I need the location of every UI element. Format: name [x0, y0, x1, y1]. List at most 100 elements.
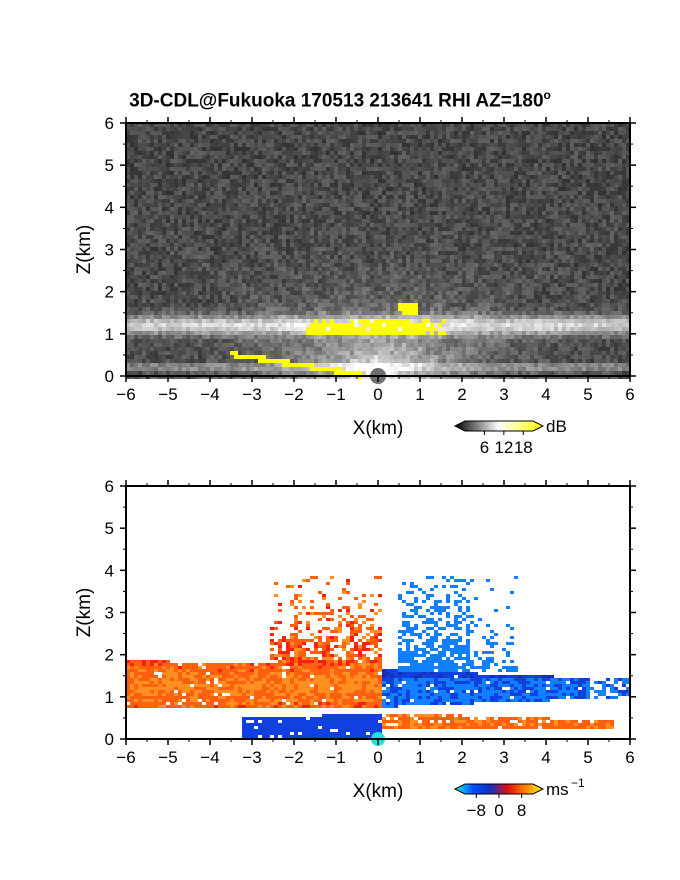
- backscatter-cell: [586, 143, 590, 147]
- backscatter-cell: [550, 179, 554, 183]
- backscatter-cell: [402, 127, 406, 131]
- backscatter-cell: [238, 151, 242, 155]
- backscatter-cell: [498, 195, 502, 199]
- backscatter-cell: [430, 127, 434, 131]
- backscatter-cell: [562, 255, 566, 259]
- backscatter-cell: [406, 211, 410, 215]
- backscatter-cell: [374, 227, 378, 231]
- backscatter-cell: [186, 279, 190, 283]
- backscatter-cell: [418, 131, 422, 135]
- backscatter-cell: [578, 235, 582, 239]
- backscatter-cell: [374, 183, 378, 187]
- backscatter-cell: [234, 259, 238, 263]
- backscatter-cell: [250, 151, 254, 155]
- backscatter-cell: [582, 199, 586, 203]
- backscatter-cell: [554, 127, 558, 131]
- backscatter-cell: [426, 223, 430, 227]
- backscatter-cell: [534, 159, 538, 163]
- backscatter-cell: [274, 247, 278, 251]
- backscatter-cell: [410, 159, 414, 163]
- backscatter-cell: [606, 195, 610, 199]
- backscatter-cell: [238, 223, 242, 227]
- backscatter-cell: [506, 211, 510, 215]
- backscatter-cell: [310, 223, 314, 227]
- backscatter-cell: [462, 191, 466, 195]
- backscatter-cell: [318, 131, 322, 135]
- backscatter-cell: [462, 259, 466, 263]
- backscatter-cell: [518, 239, 522, 243]
- backscatter-cell: [474, 227, 478, 231]
- backscatter-cell: [354, 203, 358, 207]
- backscatter-cell: [298, 159, 302, 163]
- backscatter-cell: [598, 259, 602, 263]
- backscatter-cell: [578, 139, 582, 143]
- backscatter-cell: [522, 155, 526, 159]
- backscatter-cell: [366, 255, 370, 259]
- backscatter-cell: [378, 127, 382, 131]
- backscatter-cell: [298, 267, 302, 271]
- backscatter-cell: [514, 123, 518, 127]
- backscatter-cell: [238, 263, 242, 267]
- backscatter-cell: [626, 203, 630, 207]
- backscatter-cell: [138, 155, 142, 159]
- backscatter-cell: [126, 163, 130, 167]
- backscatter-cell: [626, 195, 630, 199]
- backscatter-cell: [450, 259, 454, 263]
- backscatter-cell: [130, 123, 134, 127]
- backscatter-cell: [230, 223, 234, 227]
- backscatter-cell: [314, 227, 318, 231]
- backscatter-cell: [562, 235, 566, 239]
- backscatter-cell: [230, 163, 234, 167]
- backscatter-cell: [294, 151, 298, 155]
- backscatter-cell: [586, 195, 590, 199]
- backscatter-cell: [254, 163, 258, 167]
- backscatter-cell: [234, 231, 238, 235]
- backscatter-cell: [182, 127, 186, 131]
- backscatter-cell: [362, 151, 366, 155]
- backscatter-cell: [390, 143, 394, 147]
- backscatter-cell: [466, 147, 470, 151]
- backscatter-cell: [330, 271, 334, 275]
- backscatter-cell: [470, 211, 474, 215]
- backscatter-cell: [538, 203, 542, 207]
- backscatter-cell: [234, 267, 238, 271]
- backscatter-cell: [362, 267, 366, 271]
- backscatter-cell: [362, 255, 366, 259]
- backscatter-cell: [226, 195, 230, 199]
- backscatter-cell: [602, 259, 606, 263]
- backscatter-cell: [434, 187, 438, 191]
- backscatter-cell: [582, 251, 586, 255]
- backscatter-cell: [542, 175, 546, 179]
- backscatter-cell: [510, 163, 514, 167]
- backscatter-cell: [250, 187, 254, 191]
- backscatter-cell: [502, 223, 506, 227]
- backscatter-cell: [426, 159, 430, 163]
- backscatter-cell: [202, 227, 206, 231]
- backscatter-cell: [430, 159, 434, 163]
- backscatter-cell: [394, 223, 398, 227]
- backscatter-cell: [562, 127, 566, 131]
- backscatter-cell: [138, 271, 142, 275]
- backscatter-cell: [582, 147, 586, 151]
- backscatter-cell: [230, 179, 234, 183]
- backscatter-cell: [142, 203, 146, 207]
- backscatter-cell: [366, 227, 370, 231]
- backscatter-cell: [446, 219, 450, 223]
- backscatter-cell: [246, 267, 250, 271]
- backscatter-cell: [174, 171, 178, 175]
- backscatter-cell: [422, 239, 426, 243]
- backscatter-cell: [266, 195, 270, 199]
- backscatter-cell: [230, 155, 234, 159]
- backscatter-cell: [550, 211, 554, 215]
- backscatter-cell: [618, 231, 622, 235]
- backscatter-cell: [214, 259, 218, 263]
- backscatter-cell: [514, 215, 518, 219]
- backscatter-cell: [162, 239, 166, 243]
- backscatter-cell: [302, 239, 306, 243]
- backscatter-cell: [370, 279, 374, 283]
- backscatter-cell: [398, 175, 402, 179]
- backscatter-cell: [318, 279, 322, 283]
- backscatter-cell: [534, 219, 538, 223]
- backscatter-cell: [274, 179, 278, 183]
- backscatter-cell: [286, 195, 290, 199]
